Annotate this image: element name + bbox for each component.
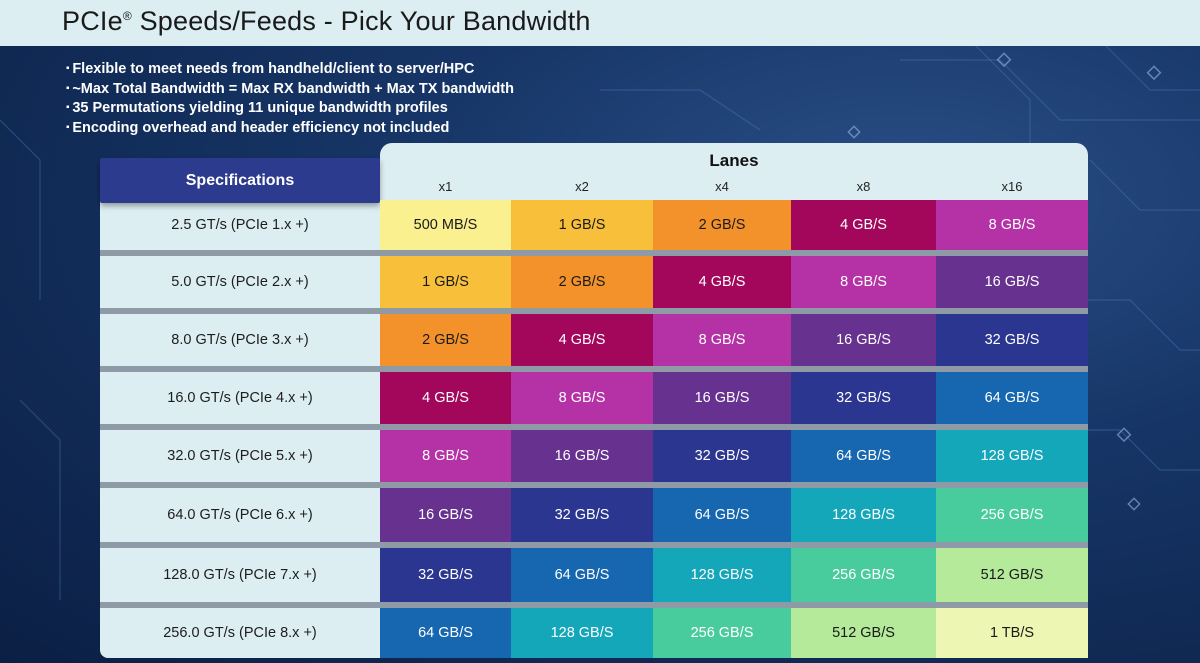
bandwidth-cell-x4: 64 GB/S: [653, 488, 791, 542]
specifications-header: Specifications: [100, 158, 380, 203]
bullet-item: ~Max Total Bandwidth = Max RX bandwidth …: [66, 80, 514, 100]
lane-label-x16: x16: [1001, 179, 1023, 194]
bandwidth-cell-x16: 1 TB/S: [936, 608, 1088, 658]
bandwidth-cell-x16: 8 GB/S: [936, 200, 1088, 250]
spec-cell: 8.0 GT/s (PCIe 3.x +): [171, 332, 309, 348]
bandwidth-cell-x4: 32 GB/S: [653, 430, 791, 482]
bandwidth-cell-x8: 512 GB/S: [791, 608, 936, 658]
bandwidth-cell-x1: 4 GB/S: [380, 372, 511, 424]
bandwidth-cell-x1: 32 GB/S: [380, 548, 511, 602]
bandwidth-cell-x2: 4 GB/S: [511, 314, 653, 366]
bandwidth-cell-x4: 256 GB/S: [653, 608, 791, 658]
bandwidth-cell-x16: 128 GB/S: [936, 430, 1088, 482]
bandwidth-cell-x8: 256 GB/S: [791, 548, 936, 602]
bandwidth-cell-x2: 16 GB/S: [511, 430, 653, 482]
registered-mark: ®: [122, 9, 132, 23]
bandwidth-cell-x8: 8 GB/S: [791, 256, 936, 308]
bandwidth-cell-x8: 16 GB/S: [791, 314, 936, 366]
bandwidth-cell-x2: 32 GB/S: [511, 488, 653, 542]
row-separator: [100, 250, 1088, 256]
title-rest-text: Speeds/Feeds - Pick Your Bandwidth: [131, 6, 591, 36]
bandwidth-cell-x1: 500 MB/S: [380, 200, 511, 250]
spec-cell: 16.0 GT/s (PCIe 4.x +): [167, 390, 313, 406]
bandwidth-cell-x2: 1 GB/S: [511, 200, 653, 250]
row-separator: [100, 366, 1088, 372]
row-separator: [100, 424, 1088, 430]
bandwidth-cell-x2: 8 GB/S: [511, 372, 653, 424]
bandwidth-cell-x4: 8 GB/S: [653, 314, 791, 366]
bandwidth-cell-x16: 256 GB/S: [936, 488, 1088, 542]
lane-label-x1: x1: [438, 179, 453, 194]
spec-cell: 32.0 GT/s (PCIe 5.x +): [167, 448, 313, 464]
bandwidth-cell-x4: 16 GB/S: [653, 372, 791, 424]
bullet-item: Flexible to meet needs from handheld/cli…: [66, 60, 514, 80]
bandwidth-cell-x1: 2 GB/S: [380, 314, 511, 366]
spec-cell: 256.0 GT/s (PCIe 8.x +): [163, 625, 317, 641]
bandwidth-cell-x8: 64 GB/S: [791, 430, 936, 482]
bandwidth-cell-x2: 2 GB/S: [511, 256, 653, 308]
bullet-list: Flexible to meet needs from handheld/cli…: [66, 60, 514, 138]
bullet-item: Encoding overhead and header efficiency …: [66, 119, 514, 139]
bandwidth-cell-x16: 512 GB/S: [936, 548, 1088, 602]
spec-cell: 128.0 GT/s (PCIe 7.x +): [163, 567, 317, 583]
spec-cell: 64.0 GT/s (PCIe 6.x +): [167, 507, 313, 523]
lane-label-x4: x4: [715, 179, 729, 194]
bandwidth-cell-x8: 128 GB/S: [791, 488, 936, 542]
bandwidth-cell-x16: 16 GB/S: [936, 256, 1088, 308]
row-separator: [100, 542, 1088, 548]
lane-label-x2: x2: [575, 179, 589, 194]
spec-cell: 2.5 GT/s (PCIe 1.x +): [171, 217, 309, 233]
bandwidth-cell-x2: 64 GB/S: [511, 548, 653, 602]
row-separator: [100, 308, 1088, 314]
bandwidth-cell-x1: 64 GB/S: [380, 608, 511, 658]
lane-label-x8: x8: [856, 179, 871, 194]
spec-cell: 5.0 GT/s (PCIe 2.x +): [171, 274, 309, 290]
bandwidth-cell-x16: 32 GB/S: [936, 314, 1088, 366]
bandwidth-cell-x8: 4 GB/S: [791, 200, 936, 250]
bandwidth-cell-x1: 1 GB/S: [380, 256, 511, 308]
row-separator: [100, 602, 1088, 608]
bandwidth-cell-x4: 128 GB/S: [653, 548, 791, 602]
bullet-item: 35 Permutations yielding 11 unique bandw…: [66, 99, 514, 119]
title-bar: PCIe® Speeds/Feeds - Pick Your Bandwidth: [0, 0, 1200, 46]
row-separator: [100, 482, 1088, 488]
bandwidth-cell-x1: 16 GB/S: [380, 488, 511, 542]
bandwidth-cell-x16: 64 GB/S: [936, 372, 1088, 424]
page-title: PCIe® Speeds/Feeds - Pick Your Bandwidth: [62, 6, 591, 37]
lanes-header: Lanes x1 x2 x4 x8 x16: [380, 143, 1088, 200]
bandwidth-cell-x4: 2 GB/S: [653, 200, 791, 250]
bandwidth-cell-x2: 128 GB/S: [511, 608, 653, 658]
bandwidth-cell-x8: 32 GB/S: [791, 372, 936, 424]
bandwidth-cell-x4: 4 GB/S: [653, 256, 791, 308]
title-text: PCIe: [62, 6, 123, 36]
lanes-title: Lanes: [709, 151, 759, 170]
bandwidth-cell-x1: 8 GB/S: [380, 430, 511, 482]
